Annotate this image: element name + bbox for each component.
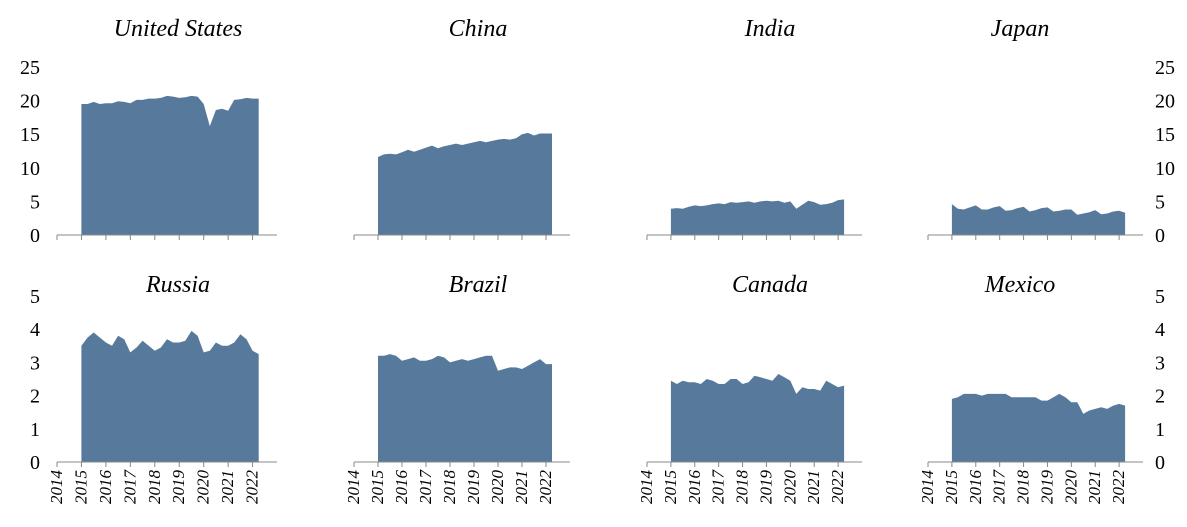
y-tick-label: 5 <box>1155 286 1165 308</box>
x-tick-label: 2019 <box>756 470 775 505</box>
x-tick-label: 2016 <box>685 470 704 505</box>
x-tick-label: 2018 <box>1014 470 1033 505</box>
y-tick-label: 0 <box>1155 225 1165 247</box>
x-tick-label: 2021 <box>1085 470 1104 504</box>
x-tick-label: 2022 <box>243 470 262 505</box>
panel-title: Brazil <box>449 272 508 298</box>
y-tick-label: 1 <box>1155 419 1165 441</box>
x-tick-label: 2015 <box>368 470 387 504</box>
y-tick-label: 1 <box>30 419 40 441</box>
x-tick-label: 2016 <box>966 470 985 505</box>
area-series <box>670 374 845 462</box>
chart-panel-5: Brazil 2014 2015 2016 2017 2018 2019 2020 2021 20… <box>344 272 570 504</box>
y-tick-label: 25 <box>1155 57 1175 79</box>
x-tick-label: 2021 <box>804 470 823 504</box>
x-tick-label: 2016 <box>392 470 411 505</box>
x-tick-label: 2019 <box>169 470 188 505</box>
x-tick-label: 2022 <box>828 470 847 505</box>
y-tick-label: 15 <box>20 124 40 146</box>
y-tick-label: 2 <box>30 386 40 408</box>
chart-panel-2: India <box>646 16 862 240</box>
panel-title: Japan <box>991 16 1050 42</box>
x-tick-label: 2017 <box>120 469 139 505</box>
chart-panel-0: United States 0 5 10 15 20 25 <box>20 16 277 247</box>
x-tick-label: 2020 <box>488 470 507 505</box>
x-tick-label: 2014 <box>918 470 937 505</box>
y-tick-label: 0 <box>30 225 40 247</box>
x-tick-label: 2014 <box>344 470 363 505</box>
y-tick-label: 20 <box>20 91 40 113</box>
x-tick-label: 2017 <box>709 469 728 505</box>
chart-panel-3: Japan 0 5 10 15 20 25 <box>927 16 1175 247</box>
x-tick-label: 2018 <box>440 470 459 505</box>
x-tick-label: 2017 <box>990 468 1009 504</box>
y-tick-label: 0 <box>1155 452 1165 474</box>
y-tick-label: 2 <box>1155 386 1165 408</box>
y-tick-label: 3 <box>1155 352 1165 374</box>
y-tick-label: 15 <box>1155 124 1175 146</box>
x-tick-label: 2014 <box>637 470 656 505</box>
x-tick-label: 2021 <box>512 470 531 504</box>
y-tick-label: 10 <box>20 158 40 180</box>
y-tick-label: 5 <box>30 286 40 308</box>
chart-panel-6: Canada 2014 2015 2016 2017 2018 2019 2020 2021 20… <box>637 272 862 504</box>
x-tick-label: 2021 <box>218 470 237 504</box>
x-tick-label: 2015 <box>71 470 90 504</box>
area-series <box>81 330 259 462</box>
y-tick-label: 5 <box>1155 191 1165 213</box>
x-tick-label: 2018 <box>733 470 752 505</box>
area-series <box>378 132 552 235</box>
x-tick-label: 2019 <box>464 469 483 504</box>
panel-title: China <box>449 16 508 42</box>
y-tick-label: 10 <box>1155 158 1175 180</box>
area-series <box>951 204 1126 235</box>
area-series <box>81 95 259 236</box>
chart-panel-1: China <box>353 16 570 240</box>
y-tick-label: 0 <box>30 452 40 474</box>
y-tick-label: 3 <box>30 352 40 374</box>
x-tick-label: 2018 <box>145 470 164 505</box>
y-tick-label: 4 <box>30 319 40 341</box>
y-tick-label: 25 <box>20 57 40 79</box>
area-series <box>670 199 845 235</box>
x-tick-label: 2016 <box>96 470 115 505</box>
area-series <box>378 354 552 462</box>
y-tick-label: 20 <box>1155 91 1175 113</box>
x-tick-label: 2022 <box>1109 470 1128 505</box>
panel-title: Russia <box>145 272 210 298</box>
panel-title: Canada <box>732 272 808 298</box>
x-tick-label: 2020 <box>1061 470 1080 505</box>
x-tick-label: 2015 <box>942 470 961 504</box>
x-tick-label: 2017 <box>416 469 435 505</box>
y-tick-label: 4 <box>1155 319 1165 341</box>
x-tick-label: 2020 <box>780 470 799 505</box>
x-tick-label: 2020 <box>194 470 213 505</box>
x-tick-label: 2015 <box>661 470 680 504</box>
y-tick-label: 5 <box>30 191 40 213</box>
x-tick-label: 2014 <box>47 470 66 505</box>
panel-title: Mexico <box>984 272 1056 298</box>
panel-title: United States <box>114 16 243 42</box>
x-tick-label: 2019 <box>1037 470 1056 505</box>
x-tick-label: 2022 <box>536 470 555 505</box>
area-series <box>951 393 1126 462</box>
panel-title: India <box>744 16 796 42</box>
